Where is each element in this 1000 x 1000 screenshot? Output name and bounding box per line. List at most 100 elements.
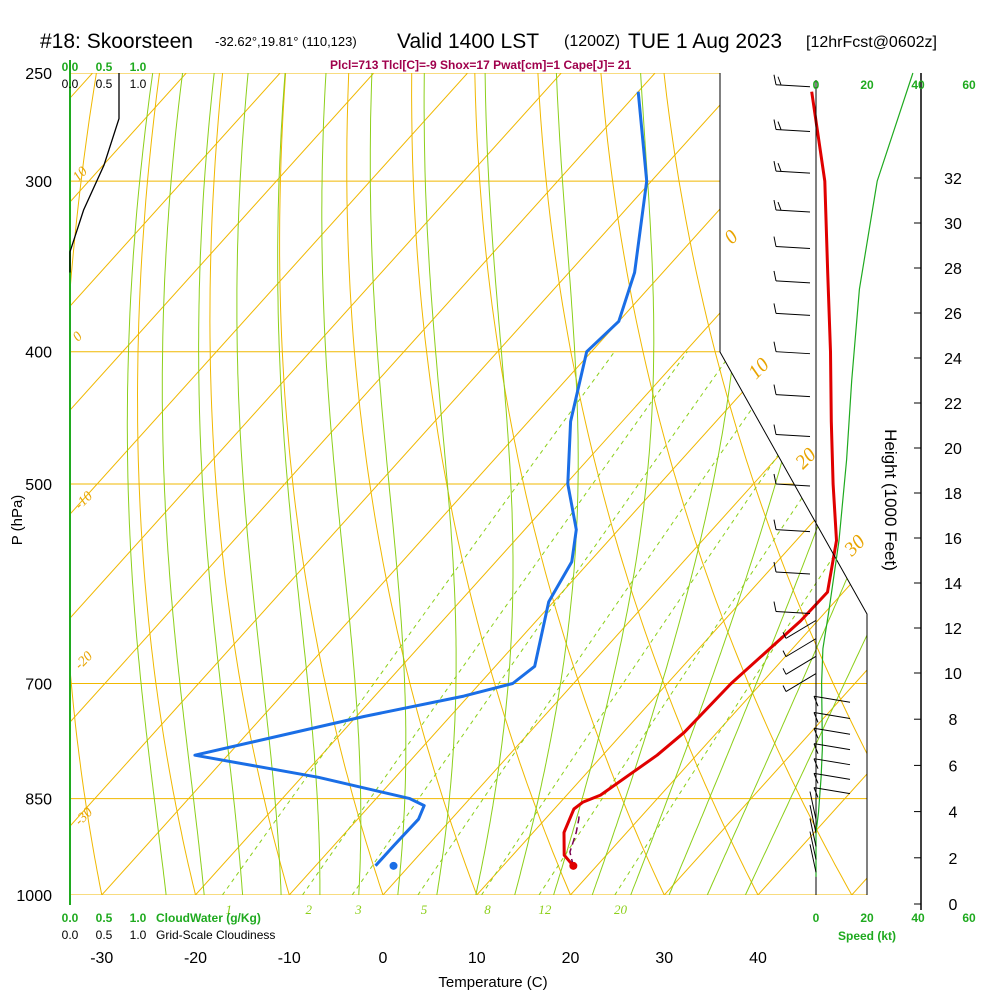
height-tick-label: 14	[944, 576, 962, 593]
wind-barb	[813, 772, 851, 784]
height-tick-label: 10	[944, 666, 962, 683]
moist-adiabat-line	[236, 73, 283, 895]
wind-barb	[782, 638, 817, 658]
wind-barb	[773, 74, 811, 88]
x-tick-label: 10	[468, 950, 486, 967]
wind-barb	[773, 384, 811, 398]
wind-barb	[773, 161, 811, 174]
x-tick-label: -10	[278, 950, 301, 967]
zulu-time: (1200Z)	[564, 33, 620, 50]
x-tick-label: 0	[379, 950, 388, 967]
p-tick-label: 250	[25, 66, 52, 83]
profile-layer	[193, 91, 838, 870]
moist-adiabat-line	[618, 73, 848, 895]
cloudiness-scale-top: 1.0	[130, 77, 147, 91]
moist-adiabat-line	[543, 73, 655, 895]
wind-barb	[813, 787, 851, 798]
cloudwater-scale-bottom: 1.0	[130, 911, 147, 925]
dry-adiabat-line	[598, 73, 867, 895]
right-frame-line	[719, 73, 868, 895]
cloud-panel: 0.0 0.0 0.0 0.0 0.5 0.5 0.5 0.5 1.0 1.0 1.0 1.0	[62, 60, 147, 942]
wind-barb	[809, 791, 817, 820]
moist-adiabat-line	[161, 73, 208, 895]
height-axis-label: Height (1000 Feet)	[881, 429, 900, 571]
mixing-ratio-label: 8	[484, 902, 491, 917]
wind-barb	[813, 695, 851, 707]
moist-adiabat-line	[198, 73, 245, 895]
wind-barb	[782, 673, 817, 692]
temperature-profile-line	[562, 91, 838, 867]
dry-adiabat-line	[473, 73, 679, 895]
height-tick-label: 4	[949, 805, 958, 822]
wind-barb	[773, 270, 811, 284]
mixing-ratio-line	[221, 351, 615, 895]
cloudwater-scale-bottom: 0.0	[62, 911, 79, 925]
x-tick-label: 30	[655, 950, 673, 967]
wind-barb	[782, 619, 817, 639]
wind-speed-scale-bottom: 40	[911, 911, 925, 925]
mixing-ratio-line	[614, 351, 867, 895]
mixing-ratio-label: 20	[614, 902, 628, 917]
p-tick-label: 500	[25, 477, 52, 494]
wind-barb	[809, 818, 817, 847]
height-tick-label: 12	[944, 621, 962, 638]
wind-barb	[813, 711, 851, 723]
cloudiness-scale-top: 0.0	[62, 77, 79, 91]
moist-adiabat-line	[506, 73, 579, 895]
valid-time: Valid 1400 LST	[397, 30, 539, 53]
moist-adiabat-line	[126, 73, 170, 895]
mixing-ratio-line	[538, 351, 867, 895]
cloudiness-scale-top: 0.5	[96, 77, 113, 91]
cloudwater-scale-top: 0.5	[96, 60, 113, 74]
forecast-info: [12hrFcst@0602z]	[806, 34, 937, 51]
isotherm-line	[70, 73, 490, 895]
mixing-ratio-line	[481, 351, 850, 895]
x-tick-label: -20	[184, 950, 207, 967]
station-title: #18: Skoorsteen	[40, 30, 193, 53]
p-tick-label: 850	[25, 792, 52, 809]
p-tick-label: 400	[25, 345, 52, 362]
wind-barb	[813, 727, 851, 739]
wind-barb	[773, 341, 811, 355]
isotherm-line	[450, 73, 867, 895]
mixing-ratio-label: 5	[421, 902, 428, 917]
moist-adiabat-line	[369, 73, 407, 895]
isotherm-line	[262, 73, 867, 895]
wind-barb	[813, 758, 851, 769]
dry-adiabat-line	[847, 73, 867, 895]
wind-barb	[773, 119, 811, 133]
x-axis-label: Temperature (C)	[438, 974, 547, 991]
wind-barb	[782, 655, 817, 675]
isotherm-line	[825, 73, 867, 895]
plot-frame	[69, 60, 868, 905]
wind-barb	[773, 601, 811, 615]
wind-speed-scale-top: 60	[962, 78, 976, 92]
wind-speed-profile-line	[815, 72, 914, 877]
wind-speed-scale-bottom: 20	[860, 911, 874, 925]
isotherm-line	[70, 73, 396, 895]
dry-adiabat-label: 0	[720, 226, 743, 249]
moist-adiabat-line	[423, 73, 457, 895]
dry-adiabat-label: -20	[72, 649, 96, 673]
isotherm-line	[75, 73, 865, 895]
dry-adiabat-label: -30	[72, 805, 96, 829]
dry-adiabat-label: 10	[744, 354, 774, 384]
isotherm-line	[356, 73, 867, 895]
dry-adiabat-line	[973, 49, 1000, 924]
p-tick-label: 700	[25, 677, 52, 694]
cloudiness-profile-line	[69, 73, 120, 273]
valid-date: TUE 1 Aug 2023	[628, 30, 782, 53]
height-tick-label: 20	[944, 441, 962, 458]
height-tick-label: 32	[944, 171, 962, 188]
cloudwater-legend: CloudWater (g/Kg)	[156, 911, 261, 925]
surface-temperature-dot	[569, 861, 578, 870]
isotherm-line	[637, 73, 867, 895]
mixing-ratio-label: 2	[306, 902, 313, 917]
station-location: -32.62°,19.81° (110,123)	[215, 34, 357, 49]
dry-adiabat-line	[136, 73, 204, 895]
mixing-ratio-line	[351, 351, 733, 895]
y-axis-label: P (hPa)	[9, 495, 26, 546]
moist-adiabat-line	[277, 73, 321, 895]
